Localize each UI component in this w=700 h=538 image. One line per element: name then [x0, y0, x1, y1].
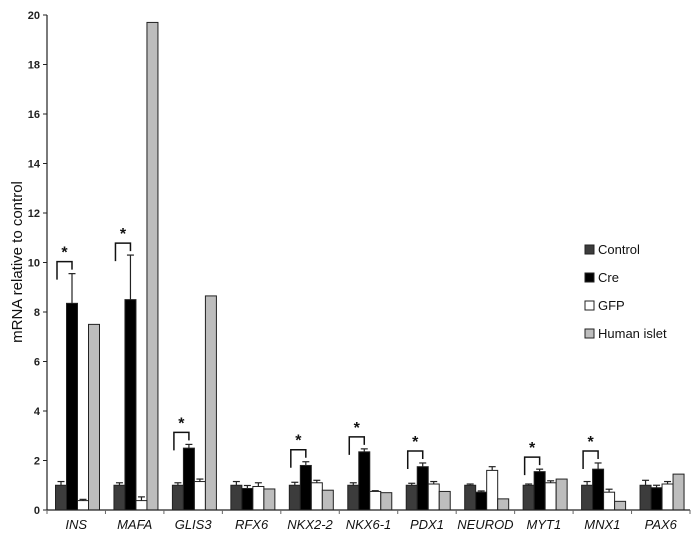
bar-cre: [299, 464, 312, 511]
category-label: NKX6-1: [346, 517, 392, 532]
category-label: PDX1: [410, 517, 444, 532]
bars-layer: * * * * * * * *: [55, 21, 685, 511]
bar-human-islet: [321, 489, 334, 511]
category-label: MAFA: [117, 517, 152, 532]
y-tick-label: 6: [34, 357, 40, 369]
bar-human-islet: [672, 473, 685, 511]
significance-bracket: [523, 456, 541, 476]
y-tick-label: 12: [28, 208, 40, 220]
bar-control: [581, 484, 594, 511]
bar-cre: [533, 471, 546, 511]
y-axis-label: mRNA relative to control: [9, 181, 26, 343]
significance-star: *: [412, 434, 419, 451]
legend-label: GFP: [598, 298, 625, 313]
bar-cre: [66, 302, 78, 511]
category-label: MNX1: [584, 517, 620, 532]
y-tick-label: 20: [28, 10, 40, 22]
bar-gfp: [427, 483, 440, 511]
category-label: NKX2-2: [287, 517, 333, 532]
y-tick-label: 0: [34, 505, 40, 517]
significance-star: *: [529, 440, 536, 457]
bar-cre: [592, 468, 605, 511]
legend: Control Cre GFP Human islet: [584, 242, 667, 341]
significance-star: *: [295, 433, 302, 450]
significance-star: *: [587, 434, 594, 451]
y-tick-label: 14: [28, 159, 41, 171]
category-label: MYT1: [527, 517, 562, 532]
bar-control: [55, 484, 67, 511]
significance-star: *: [120, 226, 127, 243]
category-label: RFX6: [235, 517, 269, 532]
significance-bracket: [406, 450, 424, 469]
legend-label: Control: [598, 242, 640, 257]
bar-control: [639, 484, 652, 511]
significance-bracket: [290, 448, 307, 468]
bar-human-islet: [497, 498, 510, 511]
bar-gfp: [661, 483, 674, 511]
significance-star: *: [178, 415, 185, 432]
bar-control: [113, 484, 126, 511]
bar-gfp: [252, 485, 265, 511]
bar-cre: [650, 487, 663, 511]
bar-human-islet: [263, 488, 276, 511]
bar-control: [171, 484, 184, 511]
y-tick-label: 4: [34, 406, 41, 418]
bar-gfp: [603, 491, 616, 511]
bar-human-islet: [438, 490, 451, 511]
significance-bracket: [582, 450, 599, 469]
bar-gfp: [486, 469, 499, 511]
y-tick-label: 10: [28, 258, 40, 270]
bar-gfp: [544, 482, 557, 511]
bar-gfp: [135, 500, 148, 511]
bar-control: [347, 484, 360, 511]
category-label: PAX6: [645, 517, 678, 532]
bar-cre: [416, 466, 429, 511]
y-tick-label: 8: [34, 307, 40, 319]
bar-cre: [241, 487, 254, 511]
significance-star: *: [61, 245, 68, 262]
bar-human-islet: [380, 492, 393, 511]
bar-human-islet: [555, 478, 568, 511]
y-tick-label: 16: [28, 109, 40, 121]
bar-cre: [124, 299, 137, 511]
y-tick-label: 18: [28, 60, 40, 72]
category-label: INS: [65, 517, 87, 532]
y-axis: 0 2 4 6 8 10 12 14 16 18 20: [28, 10, 48, 517]
bar-control: [522, 484, 535, 511]
x-axis: INS MAFA GLIS3 RFX6 NKX2-2 NKX6-1 PDX1 NEUROD MY…: [46, 509, 691, 532]
bar-human-islet: [204, 295, 217, 511]
legend-swatch: [584, 328, 595, 339]
bar-control: [464, 484, 477, 511]
legend-swatch: [584, 300, 595, 311]
bar-cre: [475, 491, 488, 511]
significance-star: *: [354, 420, 361, 437]
bar-gfp: [77, 500, 89, 511]
significance-bracket: [173, 431, 190, 451]
bar-cre: [358, 451, 371, 511]
bar-gfp: [310, 482, 323, 511]
bar-human-islet: [146, 21, 159, 511]
bar-gfp: [369, 490, 382, 511]
legend-label: Cre: [598, 270, 619, 285]
legend-label: Human islet: [598, 326, 667, 341]
bar-control: [230, 484, 243, 511]
bar-gfp: [193, 481, 206, 511]
significance-bracket: [114, 242, 132, 262]
y-tick-label: 2: [34, 456, 40, 468]
legend-swatch: [584, 244, 595, 255]
significance-bracket: [56, 260, 73, 280]
category-label: NEUROD: [457, 517, 513, 532]
bar-human-islet: [88, 323, 100, 511]
bar-human-islet: [614, 500, 627, 511]
category-label: GLIS3: [175, 517, 213, 532]
bar-control: [288, 484, 301, 511]
bar-control: [405, 484, 418, 511]
bar-cre: [182, 447, 195, 511]
significance-bracket: [348, 436, 366, 455]
legend-swatch: [584, 272, 595, 283]
